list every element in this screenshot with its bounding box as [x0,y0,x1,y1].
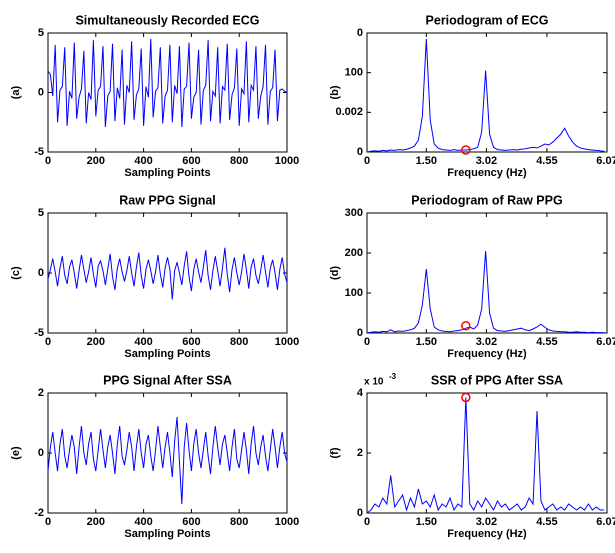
x-tick-label: 0 [364,516,370,528]
y-tick-label: -2 [34,507,44,519]
y-tick-label: 0 [357,146,363,158]
x-axis-label: Frequency (Hz) [447,348,527,360]
y-tick-label: 0 [357,327,363,339]
x-tick-label: 1.50 [416,155,437,167]
x-tick-label: 400 [134,155,152,167]
y-axis-label: (c) [10,266,22,280]
peak-marker [461,321,471,331]
plot-area [47,212,288,334]
y-exponent: -3 [389,372,397,381]
y-tick-label: 200 [345,247,363,259]
x-tick-label: 4.55 [536,516,557,528]
signal-line [47,416,288,505]
x-axis-label: Frequency (Hz) [447,528,527,540]
y-tick-label: 4 [357,387,364,399]
x-tick-label: 0 [45,155,51,167]
y-axis-label: (a) [10,85,22,99]
signal-line [47,38,288,128]
x-axis-label: Sampling Points [124,348,210,360]
x-tick-label: 4.55 [536,155,557,167]
y-tick-label: 300 [345,207,363,219]
y-axis-label: (d) [329,266,341,280]
peak-marker [461,392,471,403]
chart-title: Raw PPG Signal [119,193,216,207]
x-tick-label: 0 [364,336,370,348]
x-axis-label: Sampling Points [124,167,210,179]
y-tick-label: 5 [38,27,44,39]
y-tick-label: 0.002 [335,106,363,118]
y-axis-label: (b) [329,85,341,99]
chart-title: SSR of PPG After SSA [431,373,563,387]
x-axis-label: Sampling Points [124,528,210,540]
x-tick-label: 200 [87,516,105,528]
x-tick-label: 0 [364,155,370,167]
x-tick-label: 600 [182,516,200,528]
x-tick-label: 6.07 [596,155,615,167]
x-tick-label: 800 [230,336,248,348]
chart-title: Periodogram of ECG [426,13,549,27]
x-tick-label: 3.02 [476,336,497,348]
plot-area [366,392,608,514]
x-tick-label: 3.02 [476,516,497,528]
y-tick-label: 100 [345,287,363,299]
y-tick-label: 0 [357,27,363,39]
x-tick-label: 0 [45,516,51,528]
signal-line [366,397,605,514]
x-tick-label: 6.07 [596,516,615,528]
y-tick-label: -5 [34,146,44,158]
x-tick-label: 4.55 [536,336,557,348]
y-tick-label: 0 [357,507,363,519]
y-tick-label: 0 [38,86,44,98]
x-tick-label: 1.50 [416,516,437,528]
chart-title: Simultaneously Recorded ECG [75,13,259,27]
x-tick-label: 600 [182,155,200,167]
y-tick-label: -5 [34,327,44,339]
y-tick-label: 5 [38,207,44,219]
y-tick-label: 0 [38,267,44,279]
x-tick-label: 800 [230,516,248,528]
x-axis-label: Frequency (Hz) [447,167,527,179]
y-tick-label: 100 [345,67,363,79]
x-tick-label: 1000 [275,336,299,348]
peak-marker [461,145,471,155]
x-tick-label: 1000 [275,155,299,167]
y-tick-label: 2 [357,447,363,459]
y-tick-label: 2 [38,387,44,399]
chart-title: PPG Signal After SSA [103,373,232,387]
signal-line [366,250,605,334]
signal-line [47,247,288,300]
y-multiplier: x 10 [364,377,384,388]
x-tick-label: 0 [45,336,51,348]
y-axis-label: (f) [329,447,341,458]
x-tick-label: 1000 [275,516,299,528]
x-tick-label: 600 [182,336,200,348]
x-tick-label: 200 [87,336,105,348]
y-tick-label: 0 [38,447,44,459]
x-tick-label: 3.02 [476,155,497,167]
chart-title: Periodogram of Raw PPG [411,193,562,207]
x-tick-label: 800 [230,155,248,167]
x-tick-label: 1.50 [416,336,437,348]
x-tick-label: 400 [134,336,152,348]
signal-line [366,38,605,153]
x-tick-label: 6.07 [596,336,615,348]
x-tick-label: 200 [87,155,105,167]
x-tick-label: 400 [134,516,152,528]
y-axis-label: (e) [10,446,22,460]
